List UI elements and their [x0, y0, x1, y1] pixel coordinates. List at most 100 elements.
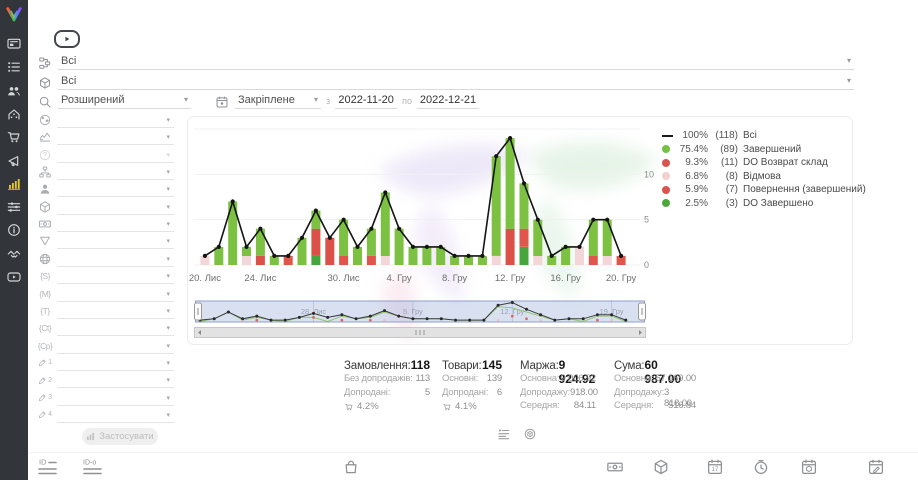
sidebar-item-partners-handshake[interactable] — [0, 243, 28, 265]
sidebar-item-analytics-chart[interactable] — [0, 173, 28, 195]
line-point[interactable] — [619, 253, 624, 258]
search-mode-select[interactable]: Розширений ▾ — [58, 91, 191, 109]
filter-select-utm-content[interactable] — [57, 320, 174, 337]
bar-segment-povern[interactable] — [519, 228, 529, 247]
bar-segment-vidmova[interactable] — [575, 246, 584, 265]
line-point[interactable] — [286, 253, 291, 258]
bar-segment-zav[interactable] — [269, 255, 279, 265]
bar-segment-zav[interactable] — [533, 219, 543, 256]
line-point[interactable] — [591, 217, 596, 222]
app-logo[interactable] — [3, 3, 25, 25]
filter-select-utm-campaign[interactable] — [57, 338, 174, 354]
date-from-input[interactable]: 2022-11-20 — [335, 91, 398, 109]
sidebar-item-video-tutorials[interactable] — [0, 266, 28, 288]
bar-segment-povern[interactable] — [339, 255, 349, 265]
bar-segment-zav[interactable] — [436, 246, 446, 265]
filter-select-utm-term[interactable] — [57, 303, 174, 319]
bar-segment-zav[interactable] — [547, 255, 557, 265]
filter-select-cube[interactable] — [57, 199, 174, 215]
line-point[interactable] — [202, 253, 207, 258]
bar-segment-povern[interactable] — [616, 255, 626, 265]
line-point[interactable] — [480, 253, 485, 258]
bar-segment-zav[interactable] — [450, 255, 460, 265]
line-point[interactable] — [563, 244, 568, 249]
sidebar-item-customers[interactable] — [0, 80, 28, 102]
legend-item[interactable]: 75.4% (89) Завершений — [662, 143, 848, 157]
bar-segment-vidmova[interactable] — [200, 255, 210, 265]
line-point[interactable] — [577, 244, 582, 249]
filter-select-funnel[interactable] — [57, 233, 174, 250]
line-point[interactable] — [424, 244, 429, 249]
sidebar-item-dashboard[interactable] — [0, 33, 28, 55]
period-type-select[interactable]: Закріплене ▾ — [235, 91, 321, 109]
bar-segment-zav[interactable] — [464, 255, 473, 265]
filter-select-custom-field-1[interactable] — [57, 355, 174, 371]
line-point[interactable] — [549, 253, 554, 258]
line-point[interactable] — [216, 244, 221, 249]
filter-select-globe[interactable] — [57, 112, 174, 128]
line-point[interactable] — [369, 226, 374, 231]
line-point[interactable] — [327, 235, 332, 240]
line-point[interactable] — [341, 217, 346, 222]
sidebar-item-purchases-cart[interactable] — [0, 126, 28, 148]
bar-segment-vozvrat[interactable] — [505, 228, 515, 265]
bar-segment-zav[interactable] — [477, 255, 487, 265]
line-point[interactable] — [494, 154, 499, 159]
filter-select-web[interactable] — [57, 251, 174, 267]
chart-minimap[interactable]: 28. Лис 5. Гру 12. Гру 19. Гру — [194, 300, 646, 324]
bar-segment-povern[interactable] — [588, 255, 598, 265]
line-point[interactable] — [272, 253, 277, 258]
sidebar-item-orders-list[interactable] — [0, 56, 28, 78]
bar-segment-zav[interactable] — [491, 156, 501, 256]
line-point[interactable] — [244, 244, 249, 249]
cube-icon[interactable] — [651, 458, 671, 476]
bar-segment-vozvrat[interactable] — [325, 237, 335, 265]
bar-segment-vidmova[interactable] — [380, 255, 390, 265]
product-filter-select[interactable]: Всі ▾ — [58, 72, 854, 90]
id-lines-icon[interactable]: ID — [38, 458, 58, 476]
tour-play-button[interactable] — [54, 30, 80, 48]
line-point[interactable] — [230, 199, 235, 204]
apply-button[interactable]: Застосувати — [82, 428, 158, 445]
bar-segment-zav[interactable] — [214, 246, 224, 265]
date-to-input[interactable]: 2022-12-21 — [417, 91, 480, 109]
line-point[interactable] — [313, 208, 318, 213]
filter-select-trend[interactable] — [57, 129, 174, 146]
scrollbar-right-arrow[interactable] — [639, 330, 642, 335]
bar-segment-zav[interactable] — [228, 201, 238, 266]
line-point[interactable] — [410, 244, 416, 249]
bag-icon[interactable] — [341, 458, 361, 476]
filter-select-help[interactable] — [57, 147, 174, 163]
filter-select-user[interactable] — [57, 181, 174, 198]
bar-segment-zav[interactable] — [242, 246, 251, 256]
line-point[interactable] — [258, 226, 263, 231]
bar-segment-zav[interactable] — [602, 219, 612, 256]
line-point[interactable] — [466, 253, 471, 258]
line-point[interactable] — [383, 190, 388, 195]
calendar-edit-icon[interactable] — [866, 458, 886, 476]
bar-segment-povern[interactable] — [283, 255, 293, 265]
bar-segment-zav[interactable] — [588, 219, 598, 256]
bar-segment-zav[interactable] — [255, 228, 265, 256]
line-point[interactable] — [535, 217, 540, 222]
bar-segment-zav[interactable] — [561, 246, 571, 265]
bar-segment-zav[interactable] — [297, 237, 307, 265]
status-filter-select[interactable]: Всі ▾ — [58, 52, 854, 70]
legend-item[interactable]: 5.9% (7) Повернення (завершений) — [662, 183, 866, 197]
line-point[interactable] — [605, 217, 610, 222]
bar-segment-dozav[interactable] — [519, 246, 529, 265]
line-point[interactable] — [299, 235, 305, 240]
bar-segment-vidmova[interactable] — [491, 255, 501, 265]
bar-segment-dozav[interactable] — [311, 255, 321, 265]
sidebar-item-info[interactable] — [0, 219, 28, 241]
line-point[interactable] — [397, 226, 402, 231]
line-point[interactable] — [508, 136, 513, 141]
sphere-cube-icon[interactable] — [523, 427, 537, 441]
sidebar-item-company[interactable] — [0, 103, 28, 125]
scrollbar-left-arrow[interactable] — [198, 330, 201, 335]
sidebar-item-marketing-megaphone[interactable] — [0, 150, 28, 172]
bar-segment-zav[interactable] — [353, 246, 362, 265]
calendar-cube-icon[interactable] — [799, 458, 819, 476]
legend-item[interactable]: 9.3% (11) DO Возврат склад — [662, 156, 848, 170]
filter-select-banknote[interactable] — [57, 216, 174, 233]
